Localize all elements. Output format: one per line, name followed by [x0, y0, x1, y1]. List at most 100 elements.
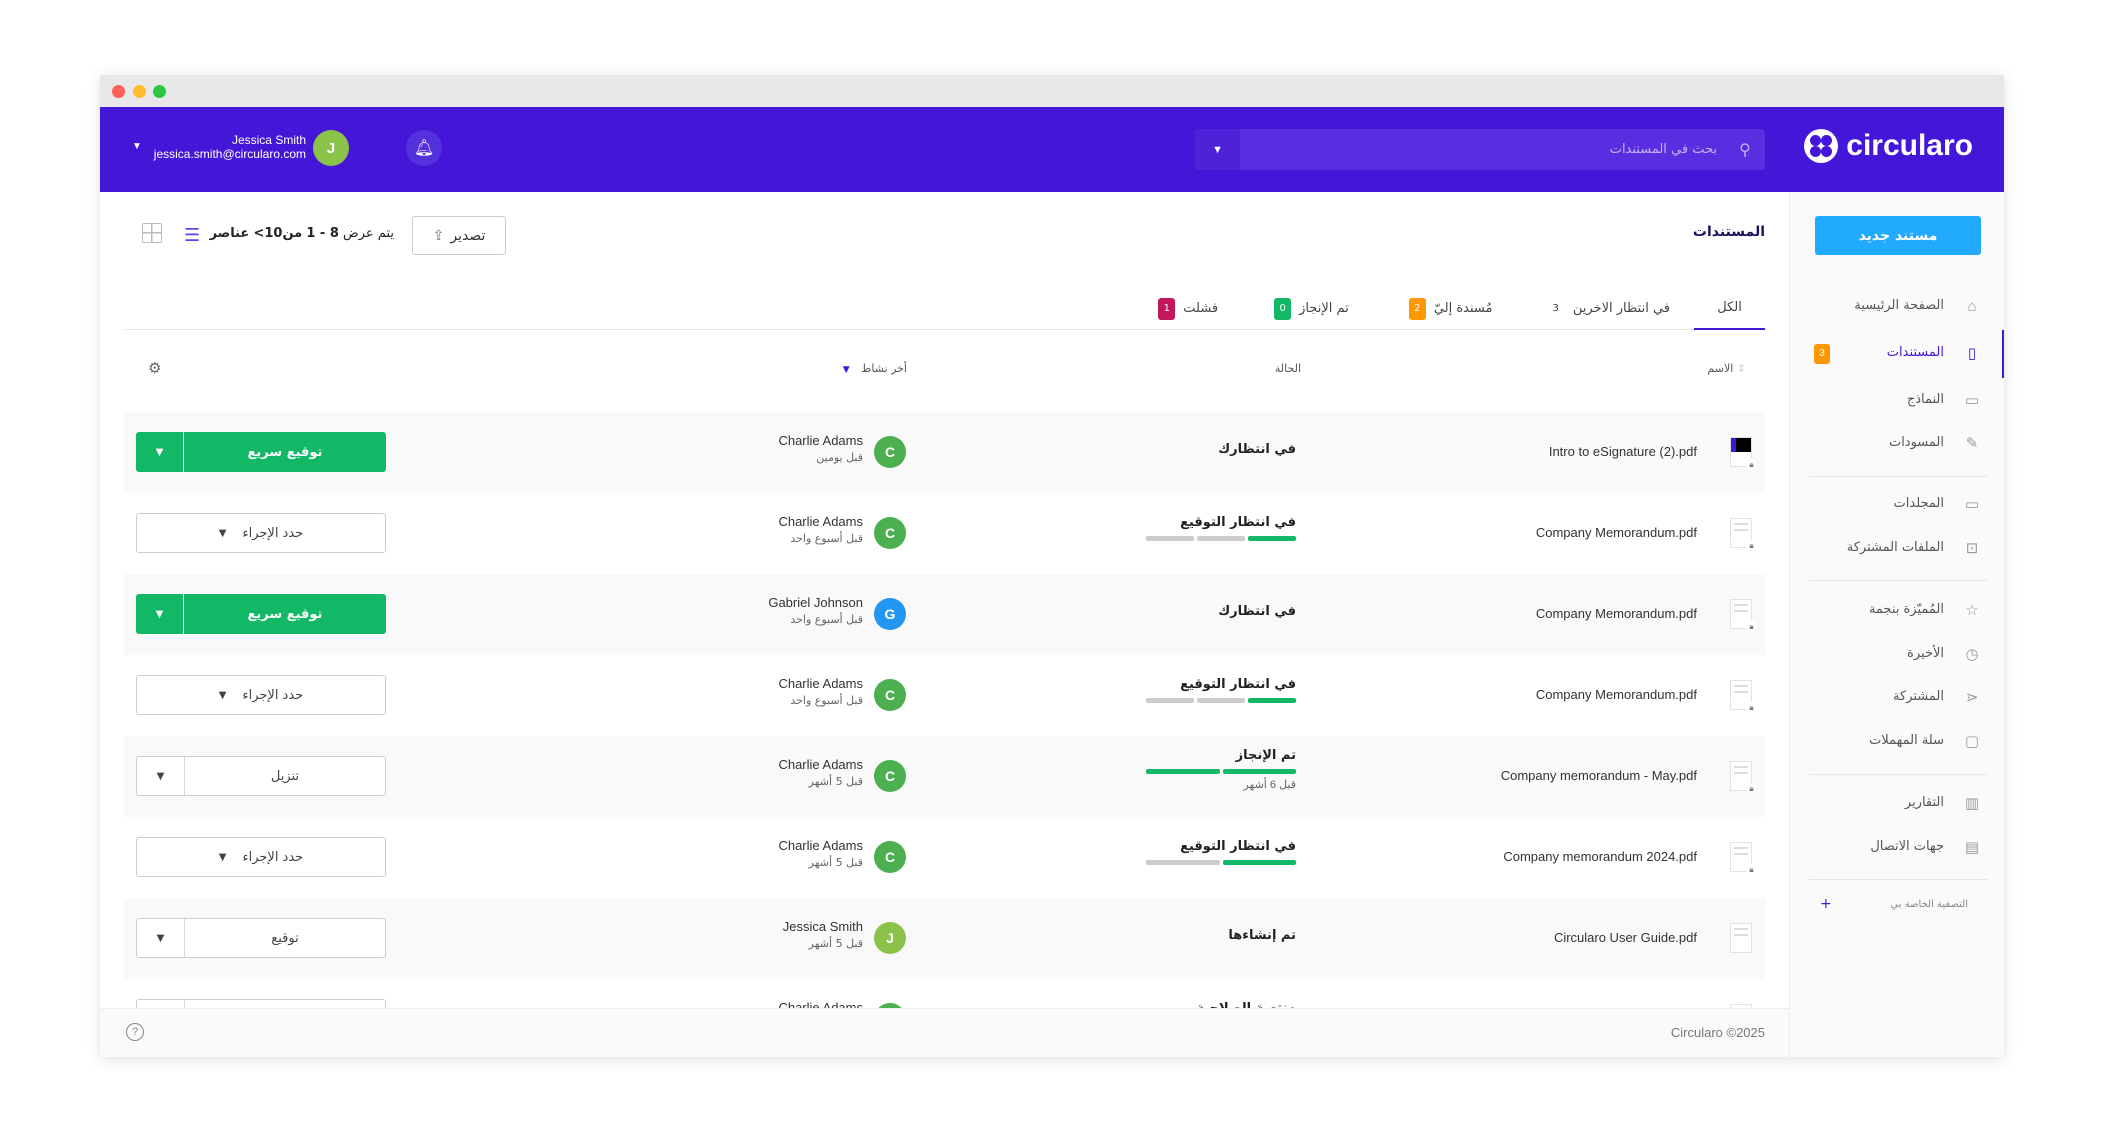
action-split-button: ▼ — [136, 999, 386, 1008]
sidebar-item[interactable]: ◷ الأخيرة — [1790, 637, 2004, 673]
page-title: المستندات — [1692, 224, 1765, 240]
search-icon: ⚲ — [1739, 141, 1751, 159]
list-view-icon[interactable]: ☰ — [184, 225, 201, 245]
sort-icon[interactable]: ⇕ — [1736, 362, 1746, 375]
action-button[interactable] — [185, 1000, 385, 1008]
tab[interactable]: في انتظار الاخرين 3 — [1553, 287, 1671, 330]
file-name-link[interactable]: Circularo User Guide.pdf — [1553, 930, 1697, 945]
select-action-dropdown[interactable]: ▼ حدد الإجراء — [136, 675, 386, 715]
search-input[interactable] — [1240, 142, 1725, 157]
user-avatar: C — [874, 679, 906, 711]
sidebar-item-label: المجلدات — [1893, 496, 1944, 511]
tab-label: تم الإنجاز — [1299, 301, 1349, 316]
column-activity-label: أخر نشاط — [861, 362, 907, 375]
column-activity-header[interactable]: أخر نشاط ▼ — [843, 362, 907, 375]
activity-time: قبل أسبوع واحد — [790, 532, 863, 545]
minimize-window-button[interactable] — [133, 85, 146, 98]
action-menu-chevron-down-icon[interactable]: ▼ — [137, 757, 185, 795]
action-button[interactable]: توقيع سريع — [247, 606, 323, 622]
export-button[interactable]: تصدير ⇪ — [412, 216, 506, 255]
activity-user: Charlie Adams — [778, 433, 863, 448]
sidebar-item-label: الأخيرة — [1907, 646, 1944, 661]
activity-user: Charlie Adams — [778, 1000, 863, 1008]
tab[interactable]: الكل — [1694, 287, 1765, 330]
tab[interactable]: تم الإنجاز 0 — [1274, 287, 1349, 330]
sidebar-item[interactable]: ▭ المجلدات — [1790, 487, 2004, 523]
sidebar-item[interactable]: ▭ النماذج — [1790, 383, 2004, 419]
table-row[interactable]: 🔒︎ Intro to eSignature (2).pdf في انتظارك C… — [124, 412, 1765, 493]
sidebar-item[interactable]: ✎ المسودات — [1790, 426, 2004, 462]
sort-desc-icon: ▼ — [842, 365, 850, 375]
progress-segment — [1197, 698, 1245, 703]
last-activity: Charlie Adams قبل 5 أشهر — [778, 757, 863, 788]
table-row[interactable]: منتهية الصلاحية C Charlie Adams ▼ — [124, 979, 1765, 1008]
search-filter-dropdown[interactable]: ▼ — [1195, 129, 1240, 170]
sidebar-item[interactable]: ☆ المُميّزة بنجمة — [1790, 593, 2004, 629]
table-row[interactable]: 🔒︎ Company Memorandum.pdf في انتظارك G Gabri… — [124, 574, 1765, 655]
tab[interactable]: مُسندة إليّ 2 — [1408, 287, 1493, 330]
sidebar-item[interactable]: ▤ جهات الاتصال — [1790, 830, 2004, 866]
action-button[interactable]: تنزيل — [270, 768, 300, 784]
copyright: Circularo ©2025 — [1670, 1025, 1765, 1040]
action-button[interactable]: توقيع سريع — [247, 444, 323, 460]
file-name-link[interactable]: Company memorandum 2024.pdf — [1503, 849, 1697, 864]
grid-view-icon[interactable] — [142, 223, 162, 243]
select-action-dropdown[interactable]: ▼ حدد الإجراء — [136, 513, 386, 553]
sidebar-item[interactable]: ⋖ المشتركة — [1790, 680, 2004, 716]
sidebar-item-label: المشتركة — [1893, 689, 1944, 704]
action-menu-chevron-down-icon[interactable]: ▼ — [137, 919, 185, 957]
activity-time: قبل يومين — [816, 451, 863, 464]
home-icon: ⌂ — [1967, 298, 1977, 315]
user-avatar[interactable]: J — [313, 130, 349, 166]
user-avatar: C — [874, 760, 906, 792]
column-status-header: الحالة — [1274, 362, 1301, 375]
file-name-link[interactable]: Company memorandum - May.pdf — [1500, 768, 1697, 783]
table-row[interactable]: 🔒︎ Company memorandum 2024.pdf في انتظار ا… — [124, 817, 1765, 898]
sidebar-item[interactable]: ▯ المستندات 3 — [1790, 330, 2004, 378]
table-row[interactable]: 🔒︎ Company Memorandum.pdf في انتظار التوقي… — [124, 655, 1765, 736]
sidebar-divider — [1809, 580, 1987, 581]
tab[interactable]: فشلت 1 — [1158, 287, 1218, 330]
star-icon: ☆ — [1965, 602, 1979, 619]
add-filter-plus-icon[interactable]: + — [1820, 896, 1832, 912]
action-menu-chevron-down-icon[interactable]: ▼ — [137, 1000, 185, 1008]
table-row[interactable]: 🔒︎ Company memorandum - May.pdf تم الإنجاز… — [124, 736, 1765, 817]
user-avatar: C — [874, 1003, 906, 1008]
maximize-window-button[interactable] — [153, 85, 166, 98]
notifications-bell-icon[interactable]: 🔔︎ — [406, 130, 442, 166]
activity-time: قبل 5 أشهر — [808, 856, 863, 869]
folder-icon: ▭ — [1964, 496, 1980, 513]
last-activity: Charlie Adams قبل أسبوع واحد — [778, 514, 863, 545]
progress-segment — [1248, 536, 1296, 541]
logo-icon — [1804, 129, 1839, 163]
sidebar-item[interactable]: ▢ سلة المهملات — [1790, 724, 2004, 760]
file-name-link[interactable]: Company Memorandum.pdf — [1535, 606, 1697, 621]
file-name-link[interactable]: Company Memorandum.pdf — [1535, 687, 1697, 702]
app-window: circularo ⚲ ▼ 🔔︎ J Jessica Smith jessica… — [100, 75, 2004, 1057]
sidebar-item[interactable]: ⊡ الملفات المشتركة — [1790, 531, 2004, 567]
select-action-dropdown[interactable]: ▼ حدد الإجراء — [136, 837, 386, 877]
action-menu-chevron-down-icon[interactable]: ▼ — [136, 594, 184, 634]
column-name-header[interactable]: الاسم ⇕ — [1707, 362, 1752, 375]
column-name-label: الاسم — [1707, 362, 1734, 375]
action-button[interactable]: توقيع — [271, 930, 299, 946]
sidebar-item[interactable]: ⌂ الصفحة الرئيسية — [1790, 289, 2004, 325]
file-name-link[interactable]: Company Memorandum.pdf — [1535, 525, 1697, 540]
count-of: من10> — [253, 226, 303, 241]
close-window-button[interactable] — [112, 85, 125, 98]
file-name-link[interactable]: Intro to eSignature (2).pdf — [1548, 444, 1697, 459]
user-menu[interactable]: Jessica Smith jessica.smith@circularo.co… — [154, 133, 306, 161]
sidebar-item[interactable]: ▥ التقارير — [1790, 786, 2004, 822]
logo[interactable]: circularo — [1804, 129, 1973, 163]
count-range: 8 - 1 — [306, 226, 339, 241]
help-icon[interactable]: ? — [126, 1023, 144, 1041]
table-row[interactable]: Circularo User Guide.pdf تم إنشاءها J Jessi… — [124, 898, 1765, 979]
progress-segment — [1222, 860, 1296, 865]
tab-count-badge: 0 — [1274, 297, 1292, 320]
new-document-button[interactable]: مستند جديد — [1815, 216, 1981, 255]
action-menu-chevron-down-icon[interactable]: ▼ — [136, 432, 184, 472]
table-row[interactable]: 🔒︎ Company Memorandum.pdf في انتظار التوقي… — [124, 493, 1765, 574]
column-settings-gear-icon[interactable]: ⚙ — [148, 359, 162, 377]
activity-user: Gabriel Johnson — [768, 595, 863, 610]
user-menu-chevron-down-icon[interactable]: ▼ — [132, 141, 142, 152]
